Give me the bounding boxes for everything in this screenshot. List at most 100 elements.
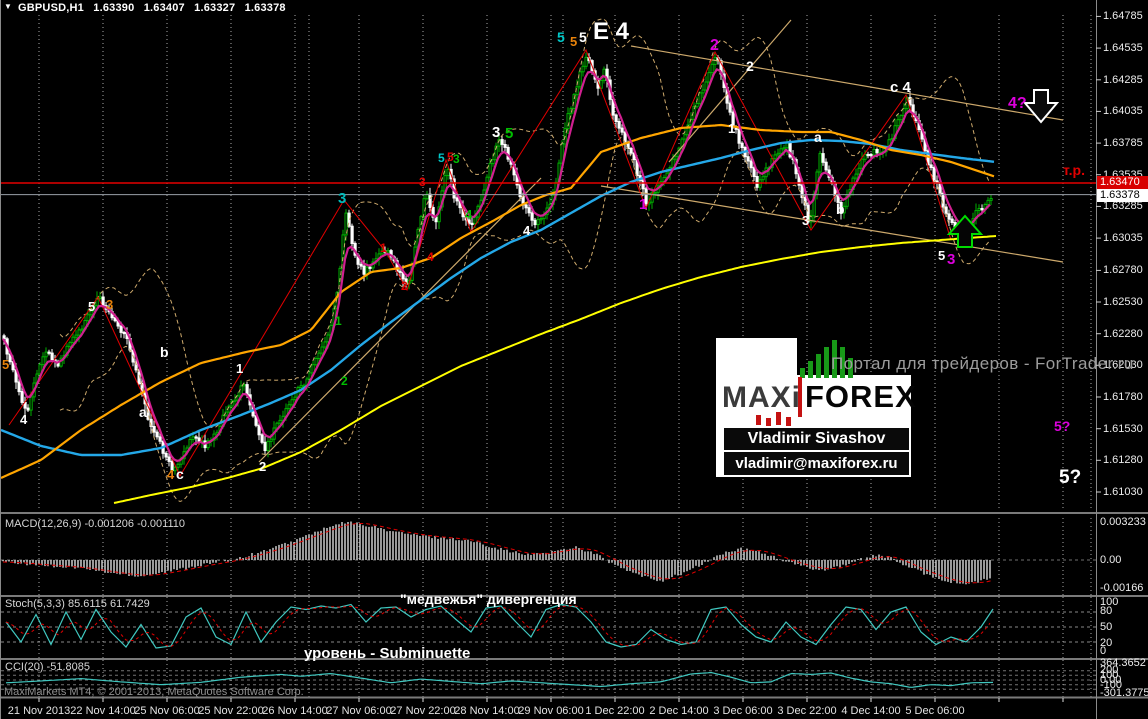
price-axis-label: 1.62530 <box>1103 296 1143 308</box>
time-axis-label: 22 Nov 14:00 <box>70 705 136 717</box>
wave-label: 3 <box>338 190 347 207</box>
wave-label: b <box>160 344 169 360</box>
wave-label: 1 <box>639 196 648 213</box>
stoch-axis-label: 0 <box>1100 645 1107 657</box>
quote-open: 1.63390 <box>93 2 135 14</box>
wave-label: 4 <box>523 223 531 238</box>
stoch-panel-layer <box>1 603 1096 649</box>
wave-label: 5 <box>570 34 578 49</box>
wave-label: 5 <box>438 151 445 165</box>
price-axis-label: 1.61030 <box>1103 486 1143 498</box>
price-axis-label: 1.61530 <box>1103 423 1143 435</box>
logo-brand-maxi: MAXi <box>722 381 801 414</box>
stoch-axis-label: 20 <box>1100 637 1113 649</box>
time-axis-label: 2 Dec 14:00 <box>649 705 709 717</box>
wave-label: 3 <box>802 213 810 228</box>
wave-label: 1 <box>728 121 736 136</box>
wave-label: 5? <box>1059 467 1082 488</box>
logo-green-bar <box>840 347 845 378</box>
wave-label: 5 <box>88 299 96 314</box>
wave-label: 2 <box>401 279 408 293</box>
price-marker-red-level: 1.63470 <box>1097 176 1148 189</box>
logo-author-email: vladimir@maxiforex.ru <box>724 452 909 475</box>
macd-indicator-label: MACD(12,26,9) -0.001206 -0.001110 <box>5 518 185 530</box>
cci-axis-label: 200 <box>1100 664 1119 676</box>
logo-green-bar <box>800 368 805 378</box>
logo-brand-forex: FOREX <box>805 379 917 414</box>
logo-red-bar <box>756 415 761 425</box>
stoch-annotation: уровень - Subminuette <box>304 645 471 662</box>
wave-label: 5 <box>557 29 565 45</box>
wave-label: 1 <box>380 241 387 255</box>
time-axis-label: 28 Nov 14:00 <box>454 705 520 717</box>
wave-label: 5 <box>579 29 587 45</box>
wave-label: 4 <box>465 207 473 222</box>
wave-label: 3 <box>106 297 114 312</box>
time-axis-label: 26 Nov 14:00 <box>262 705 328 717</box>
price-axis-label: 1.64535 <box>1103 42 1143 54</box>
logo-author-name: Vladimir Sivashov <box>724 428 909 450</box>
macd-annotation: "медвежья" дивергенция <box>400 591 577 607</box>
logo-red-bar <box>786 417 791 426</box>
wave-label: 5? <box>1054 418 1071 434</box>
chart-menu-icon[interactable]: ▼ <box>4 2 13 11</box>
time-axis-label: 25 Nov 22:00 <box>198 705 264 717</box>
wave-label: 1 <box>236 361 244 376</box>
wave-label: 4 <box>427 250 434 264</box>
level-lines-layer[interactable] <box>1 182 1096 196</box>
cci-indicator-label: CCI(20) -51.8085 <box>5 661 90 673</box>
price-axis-label: 1.64035 <box>1103 105 1143 117</box>
wave-label: 1 <box>335 314 342 328</box>
wave-label: 3 <box>419 175 426 189</box>
wave-label: 3 <box>947 251 956 268</box>
logo-green-bar <box>848 358 853 378</box>
time-axis-label: 4 Dec 14:00 <box>841 705 901 717</box>
logo-divider <box>798 377 802 417</box>
price-axis-label: 1.64785 <box>1103 10 1143 22</box>
time-axis-label: 27 Nov 06:00 <box>326 705 392 717</box>
arrow-down-icon <box>1022 89 1060 124</box>
time-axis-label: 25 Nov 06:00 <box>134 705 200 717</box>
price-axis-label: 1.63285 <box>1103 200 1143 212</box>
wave-label: 2 <box>746 58 754 74</box>
wave-label: b <box>836 201 845 217</box>
wave-label: E 4 <box>593 18 630 45</box>
time-axis-label: 1 Dec 22:00 <box>585 705 645 717</box>
stoch-indicator-label: Stoch(5,3,3) 85.6115 61.7429 <box>5 598 150 610</box>
logo-green-bar <box>808 361 813 378</box>
price-axis-label: 1.61280 <box>1103 454 1143 466</box>
cci-axis-label: -301.3775 <box>1100 687 1148 699</box>
wave-label: 2 <box>341 374 348 388</box>
wave-label: 5 <box>2 357 10 372</box>
stoch-axis-label: 80 <box>1100 605 1113 617</box>
wave-label: т.р. <box>1063 162 1085 178</box>
macd-panel-layer <box>1 521 1096 585</box>
arrow-up-icon <box>946 214 984 248</box>
price-axis-label: 1.63535 <box>1103 169 1143 181</box>
price-axis-label: 1.63785 <box>1103 137 1143 149</box>
quote-close: 1.63378 <box>244 2 286 14</box>
logo-green-bar <box>832 340 837 378</box>
wave-label: 5 <box>505 125 514 142</box>
stoch-axis-label: 50 <box>1100 621 1113 633</box>
macd-axis-label: -0.00166 <box>1100 582 1144 594</box>
wave-label: a <box>139 404 147 420</box>
price-axis-label: 1.61780 <box>1103 391 1143 403</box>
logo-red-bar <box>776 412 781 425</box>
macd-axis-label: 0.003233 <box>1100 516 1146 528</box>
copyright-text: MaxiMarkets MT4, © 2001-2013, MetaQuotes… <box>4 686 304 698</box>
wave-label: a <box>814 129 822 145</box>
cci-axis-label: 364.3652 <box>1100 657 1146 669</box>
time-axis-label: 29 Nov 06:00 <box>518 705 584 717</box>
wave-label: 4? <box>1008 95 1027 112</box>
wave-label: c <box>176 466 184 482</box>
stoch-axis-label: 100 <box>1100 596 1119 608</box>
logo-green-bar <box>816 354 821 378</box>
signal-arrows-layer <box>946 89 1060 248</box>
macd-axis-label: 0.00 <box>1100 554 1122 566</box>
moving-averages-layer <box>1 67 997 504</box>
wave-label: 4 <box>20 412 28 427</box>
